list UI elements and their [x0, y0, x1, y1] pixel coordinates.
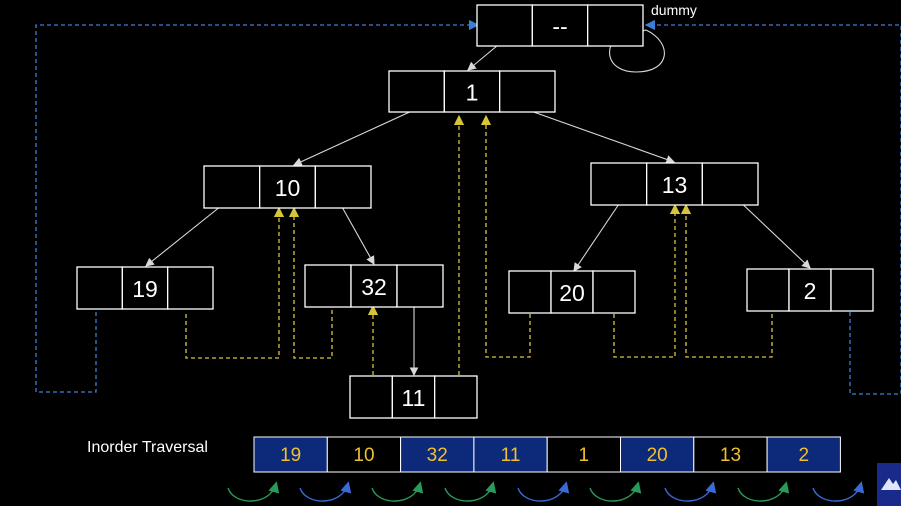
value-cell	[788, 268, 832, 312]
thread-2-to-dummy	[644, 19, 901, 395]
traversal-cell: 32	[400, 436, 475, 473]
thread-19-to-10	[185, 206, 285, 359]
thread-19-to-dummy	[35, 19, 480, 393]
edge-10-19	[145, 197, 232, 267]
right-pointer-cell	[499, 70, 556, 113]
tree-node: 11	[349, 375, 478, 419]
traversal-cell: 1	[546, 436, 622, 473]
left-pointer-cell	[476, 4, 533, 47]
right-pointer-cell	[592, 270, 636, 314]
value-cell	[443, 70, 501, 113]
traversal-arc-arrow	[371, 481, 424, 502]
right-pointer-cell	[314, 165, 372, 209]
left-pointer-cell	[508, 270, 552, 314]
traversal-value: 20	[647, 445, 668, 466]
traversal-arc-arrow	[737, 481, 790, 502]
right-pointer-cell	[396, 264, 444, 308]
right-pointer-cell	[434, 375, 478, 419]
value-cell	[646, 162, 703, 206]
left-pointer-cell	[590, 162, 648, 206]
dummy-label: dummy	[651, 2, 697, 18]
mountain-logo-icon	[877, 463, 901, 506]
tree-node: 10	[203, 165, 372, 209]
value-cell	[259, 165, 316, 209]
traversal-value: 11	[501, 445, 521, 466]
node-value: --	[552, 14, 567, 40]
traversal-value: 10	[353, 445, 374, 466]
left-pointer-cell	[746, 268, 790, 312]
tree-node: 32	[304, 264, 444, 308]
node-value: 2	[804, 278, 817, 304]
node-value: 13	[662, 172, 688, 198]
node-value: 32	[361, 274, 387, 300]
right-pointer-cell	[701, 162, 759, 206]
thread-2-to-13	[680, 203, 773, 358]
node-value: 19	[132, 276, 158, 302]
tree-node: 1	[388, 70, 556, 113]
edge-1-13	[527, 109, 676, 164]
traversal-cell-box	[766, 436, 841, 473]
traversal-cell-box	[620, 436, 695, 473]
traversal-value: 13	[720, 445, 741, 466]
traversal-array: 19 10 32 11 1 20 13 2	[253, 436, 841, 473]
traversal-cell-box	[400, 436, 475, 473]
right-pointer-cell	[167, 266, 214, 310]
left-pointer-cell	[76, 266, 123, 310]
thread-20-to-1	[480, 114, 531, 358]
traversal-cell: 11	[473, 436, 548, 473]
thread-32-to-10	[288, 206, 333, 359]
edge-13-20	[573, 197, 624, 272]
node-value: 20	[559, 280, 585, 306]
thread-20-to-13	[613, 203, 681, 358]
traversal-cell-box	[326, 436, 402, 473]
left-pointer-cell	[388, 70, 445, 113]
tree-node: 13	[590, 162, 759, 206]
traversal-cell-box	[253, 436, 328, 473]
traversal-cell: 19	[253, 436, 328, 473]
value-cell	[350, 264, 398, 308]
traversal-arc-arrow	[812, 481, 865, 502]
traversal-arc-arrow	[589, 481, 642, 502]
traversal-arc-arrow	[517, 481, 570, 502]
right-pointer-cell	[587, 4, 644, 47]
value-cell	[550, 270, 594, 314]
tree-nodes: -- 1 10 13 19 32 20 2 11	[76, 4, 874, 419]
value-cell	[391, 375, 436, 419]
node-value: 10	[275, 175, 301, 201]
tree-node: 19	[76, 266, 214, 310]
value-cell	[121, 266, 169, 310]
traversal-cell: 2	[766, 436, 841, 473]
left-pointer-cell	[304, 264, 352, 308]
traversal-arc-arrow	[444, 481, 497, 502]
traversal-cell: 20	[620, 436, 695, 473]
edge-1-10	[293, 109, 415, 166]
traversal-label: Inorder Traversal	[87, 439, 208, 456]
traversal-value: 32	[427, 445, 448, 466]
traversal-value: 19	[280, 445, 301, 466]
tree-node: --	[476, 4, 644, 47]
traversal-cell: 10	[326, 436, 402, 473]
traversal-cell-box	[693, 436, 768, 473]
traversal-cell: 13	[693, 436, 768, 473]
outer-threads	[35, 19, 901, 395]
edge-13-2	[735, 197, 811, 269]
right-pointer-cell	[830, 268, 874, 312]
left-pointer-cell	[203, 165, 261, 209]
node-value: 1	[466, 80, 479, 106]
traversal-value: 1	[579, 445, 590, 466]
tree-node: 2	[746, 268, 874, 312]
traversal-arc-arrow	[299, 481, 352, 502]
tree-node: 20	[508, 270, 636, 314]
traversal-arcs	[227, 481, 865, 502]
traversal-arc-arrow	[227, 481, 280, 502]
traversal-arc-arrow	[664, 481, 717, 502]
traversal-value: 2	[798, 445, 809, 466]
edge-10-32	[336, 197, 375, 265]
left-pointer-cell	[349, 375, 393, 419]
inner-threads	[185, 114, 773, 375]
node-value: 11	[402, 385, 426, 411]
